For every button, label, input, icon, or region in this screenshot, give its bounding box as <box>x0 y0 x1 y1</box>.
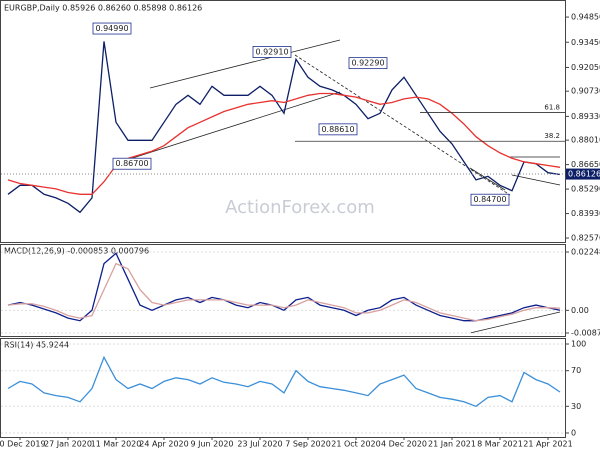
annotation-box <box>252 46 292 58</box>
fib-label: 38.2 <box>544 132 560 140</box>
annotation-label: 0.86700 <box>115 159 148 168</box>
price-frame <box>0 0 566 243</box>
x-tick-label: 11 Mar 2020 <box>91 440 142 449</box>
y-tick-label: 0.82570 <box>571 234 600 243</box>
series-line <box>7 41 561 214</box>
y-tick-label: 0.022482 <box>571 248 600 257</box>
annotation-label: 0.88610 <box>321 125 354 134</box>
annotation-label: 0.84700 <box>473 195 506 204</box>
series-line <box>7 355 561 408</box>
series-line <box>7 92 561 195</box>
rsi-frame <box>0 338 566 438</box>
x-tick-label: 7 Sep 2020 <box>285 440 331 449</box>
x-tick-label: 21 Oct 2020 <box>331 440 380 449</box>
price-title: EURGBP,Daily 0.85926 0.86260 0.85898 0.8… <box>4 4 202 13</box>
annotation-box <box>348 57 388 70</box>
annotation-label: 0.92290 <box>351 59 384 68</box>
y-tick-label: 70 <box>571 366 581 375</box>
annotation-box <box>318 123 358 136</box>
x-tick-label: 21 Apr 2021 <box>523 440 572 449</box>
annotation-label: 0.94990 <box>95 24 128 33</box>
last-price-box <box>566 168 600 180</box>
x-tick-label: 27 Jan 2020 <box>44 440 92 449</box>
annotation-box <box>112 157 152 170</box>
macd-title: MACD(12,26,9) -0.000853 0.000796 <box>4 247 149 256</box>
x-tick-label: 10 Dec 2019 <box>0 440 46 449</box>
y-tick-label: -0.008736 <box>571 328 600 337</box>
series-line <box>7 262 561 322</box>
annotation-label: 0.92910 <box>255 47 288 56</box>
trendlines <box>119 39 561 334</box>
series-line <box>7 252 561 322</box>
x-tick-label: 24 Apr 2020 <box>139 440 188 449</box>
y-tick-label: 100 <box>571 340 586 349</box>
x-tick-label: 4 Dec 2020 <box>381 440 427 449</box>
annotation-box <box>470 193 510 206</box>
last-price-label: 0.86126 <box>568 170 600 179</box>
watermark: ActionForex.com <box>225 197 375 218</box>
macd-frame <box>0 244 566 337</box>
y-tick-label: 0.00 <box>571 306 589 315</box>
y-tick-label: 0 <box>571 428 576 437</box>
x-tick-label: 8 Mar 2021 <box>477 440 523 449</box>
x-tick-label: 23 Jul 2020 <box>237 440 282 449</box>
fib-label: 61.8 <box>544 103 560 111</box>
x-tick-label: 9 Jun 2020 <box>190 440 233 449</box>
x-tick-label: 21 Jan 2021 <box>428 440 476 449</box>
rsi-title: RSI(14) 45.9244 <box>4 341 69 350</box>
y-tick-label: 30 <box>571 402 581 411</box>
annotation-box <box>92 22 132 35</box>
